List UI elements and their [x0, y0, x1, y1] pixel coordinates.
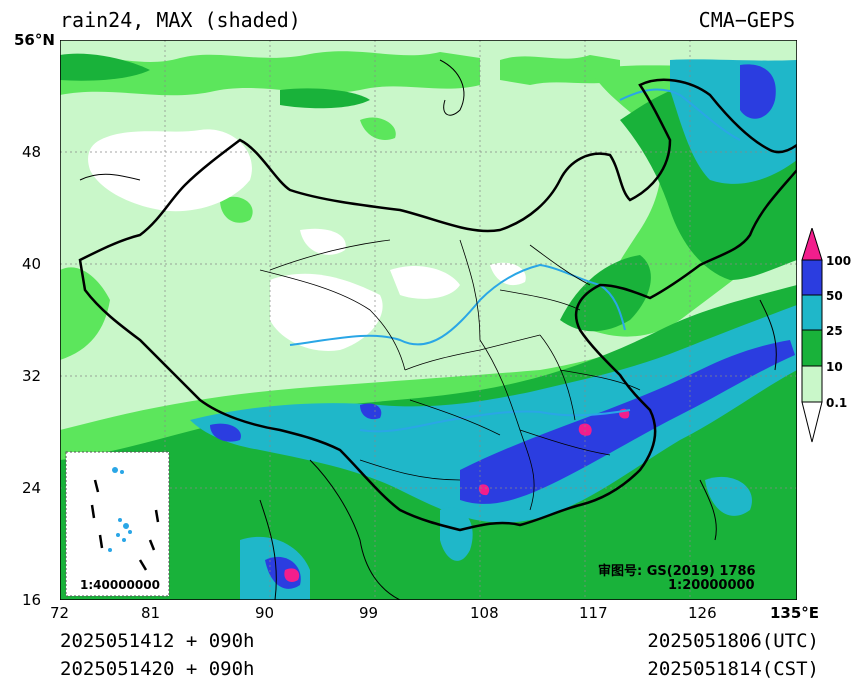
colorbar-label: 50	[826, 289, 843, 303]
rain-50-100-areas	[210, 64, 795, 589]
map-scale-label: 1:20000000	[668, 578, 755, 593]
precipitation-map	[60, 40, 797, 600]
precipitation-colorbar: 100 50 25 10 0.1	[801, 228, 851, 443]
lon-tick-label: 90	[255, 604, 275, 622]
colorbar-label: 0.1	[826, 396, 847, 410]
lat-tick-label: 40	[22, 255, 42, 273]
lon-tick-label: 108	[470, 604, 499, 622]
lat-tick-label: 24	[22, 479, 42, 497]
map-review-number: 审图号: GS(2019) 1786	[598, 564, 756, 579]
china-border	[78, 78, 797, 532]
colorbar-label: 10	[826, 360, 843, 374]
colorbar-swatch-50-100	[801, 259, 823, 296]
lon-tick-label: 126	[688, 604, 717, 622]
rain-100-plus-areas	[284, 408, 630, 582]
colorbar-swatch-25-50	[801, 294, 823, 331]
lat-tick-label: 32	[22, 367, 42, 385]
lon-tick-label: 117	[579, 604, 608, 622]
valid-time-utc: 2025051806(UTC)	[647, 630, 819, 652]
lat-tick-label: 48	[22, 143, 42, 161]
run-time-cst: 2025051420 + 090h	[60, 658, 255, 680]
colorbar-label: 100	[826, 254, 851, 268]
colorbar-swatch-0.1-10	[801, 365, 823, 403]
lat-tick-label: 16	[22, 591, 42, 609]
lat-tick-label: 56°N	[14, 31, 55, 49]
valid-time-cst: 2025051814(CST)	[647, 658, 819, 680]
map-title: rain24, MAX (shaded)	[60, 8, 301, 32]
colorbar-swatch-below-0.1	[801, 401, 823, 443]
inset-scale-label: 1:40000000	[80, 578, 160, 592]
south-china-sea-inset	[65, 451, 170, 597]
neighbor-borders	[79, 59, 777, 600]
lon-tick-label: 72	[50, 604, 70, 622]
lon-tick-label: 81	[141, 604, 161, 622]
colorbar-label: 25	[826, 324, 843, 338]
colorbar-swatch-100-plus	[801, 228, 823, 261]
run-time-utc: 2025051412 + 090h	[60, 630, 255, 652]
lon-tick-label: 99	[359, 604, 379, 622]
province-borders	[259, 239, 641, 511]
colorbar-swatch-10-25	[801, 329, 823, 367]
lon-tick-label: 135°E	[770, 604, 820, 622]
model-source-label: CMA−GEPS	[698, 8, 795, 32]
